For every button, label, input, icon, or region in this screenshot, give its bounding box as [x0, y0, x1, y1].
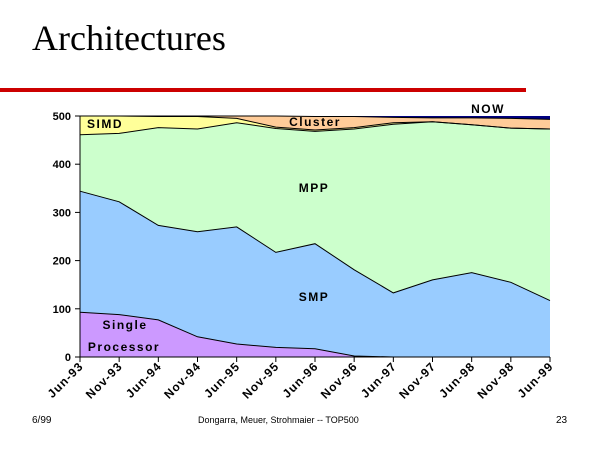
y-tick-label: 200 — [53, 256, 71, 268]
y-tick-label: 400 — [53, 159, 71, 171]
x-tick-label: Jun-93 — [45, 359, 86, 400]
area-layers — [79, 115, 551, 358]
boundary-line-1 — [79, 190, 551, 302]
x-tick-label: Jun-97 — [358, 359, 399, 400]
x-tick-label: Jun-98 — [436, 359, 477, 400]
series-label-single-processor: Processor — [88, 340, 160, 354]
title-underline — [0, 88, 526, 92]
footer-page-number: 23 — [556, 415, 568, 426]
series-label-smp: SMP — [299, 290, 330, 304]
series-label-mpp: MPP — [299, 181, 330, 195]
x-tick-label: Nov-98 — [475, 359, 517, 401]
x-tick-label: Jun-99 — [515, 359, 556, 400]
area-single-processor — [80, 312, 550, 357]
y-tick-label: 300 — [53, 207, 71, 219]
boundary-line-4 — [80, 115, 551, 120]
footer-authors: Dongarra, Meuer, Strohmaier -- TOP500 — [198, 415, 359, 425]
x-tick-label: Jun-96 — [280, 359, 321, 400]
page-title: Architectures — [32, 18, 226, 58]
series-label-simd: SIMD — [87, 117, 123, 131]
area-simd — [80, 116, 550, 135]
y-tick-label: 0 — [65, 352, 71, 364]
series-labels: Single Processor SMP MPP SIMD Cluster NOW — [87, 102, 505, 354]
area-now — [80, 116, 550, 120]
x-tick-label: Jun-94 — [123, 359, 164, 400]
y-tick-label: 500 — [53, 111, 71, 123]
x-tick-label: Nov-94 — [161, 359, 203, 401]
y-tick-label: 100 — [53, 304, 71, 316]
area-smp — [80, 191, 550, 357]
x-tick-label: Nov-96 — [318, 359, 360, 401]
series-label-single-processor: Single — [102, 318, 147, 332]
x-tick-label: Jun-95 — [201, 359, 242, 400]
x-tick-label: Nov-97 — [396, 359, 438, 401]
x-tick-label: Nov-93 — [83, 359, 125, 401]
x-tick-label: Nov-95 — [240, 359, 282, 401]
series-label-now: NOW — [471, 102, 505, 116]
series-label-cluster: Cluster — [289, 115, 341, 129]
area-cluster — [80, 116, 550, 130]
footer-date: 6/99 — [32, 415, 52, 426]
area-mpp — [80, 121, 550, 301]
